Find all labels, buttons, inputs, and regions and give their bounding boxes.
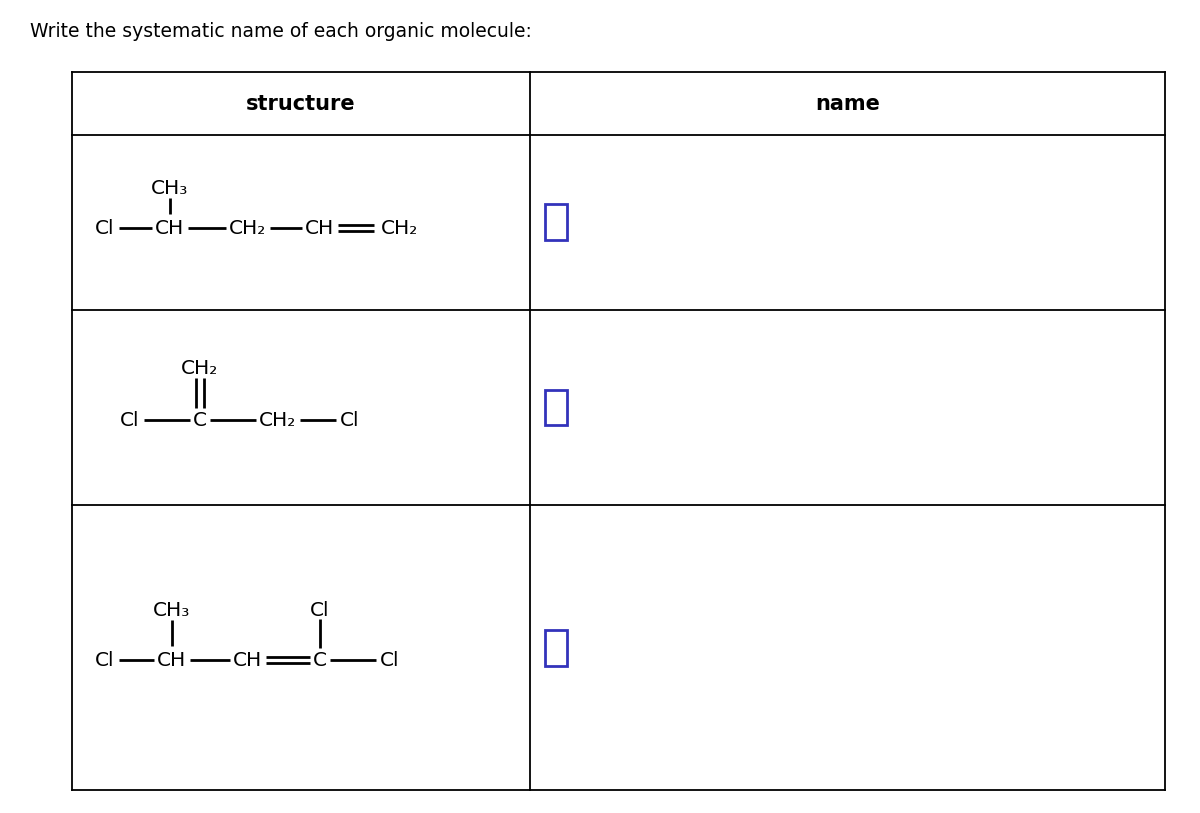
Text: Cl: Cl: [341, 411, 360, 429]
Text: CH₂: CH₂: [259, 411, 296, 429]
Text: Write the systematic name of each organic molecule:: Write the systematic name of each organi…: [30, 22, 532, 41]
Text: CH: CH: [155, 219, 185, 237]
Text: Cl: Cl: [95, 650, 115, 669]
Text: name: name: [815, 93, 880, 114]
Text: Cl: Cl: [120, 411, 139, 429]
Text: Cl: Cl: [95, 219, 115, 237]
Text: CH₂: CH₂: [382, 219, 419, 237]
Text: CH₂: CH₂: [181, 359, 218, 377]
Bar: [545, 205, 568, 241]
Text: Cl: Cl: [380, 650, 400, 669]
Text: CH: CH: [157, 650, 187, 669]
Text: CH₃: CH₃: [154, 601, 191, 620]
Bar: [545, 389, 568, 425]
Text: CH: CH: [305, 219, 335, 237]
Text: Cl: Cl: [311, 601, 330, 620]
Text: CH: CH: [233, 650, 263, 669]
Text: CH₂: CH₂: [229, 219, 266, 237]
Bar: [545, 629, 568, 666]
Text: CH₃: CH₃: [151, 179, 188, 198]
Text: structure: structure: [246, 93, 356, 114]
Text: C: C: [193, 411, 208, 429]
Text: C: C: [313, 650, 326, 669]
